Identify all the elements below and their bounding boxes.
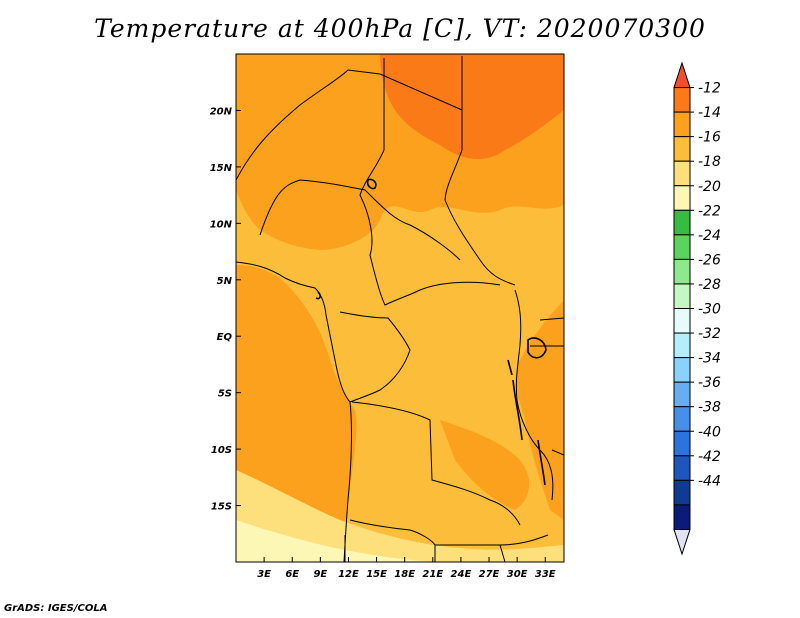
border-drc-angola: [351, 401, 521, 526]
colorbar-swatch: [673, 111, 691, 138]
border-namibia: [349, 519, 549, 546]
coastline-west-africa: [236, 261, 352, 562]
lake-victoria: [527, 337, 547, 359]
colorbar-label: -20: [698, 179, 721, 195]
colorbar-swatch: [673, 381, 691, 408]
field-southeast-warm: [440, 420, 530, 510]
map-title: Temperature at 400hPa [C], VT: 202007030…: [94, 14, 706, 43]
colorbar-swatch: [673, 430, 691, 457]
lon-tick-label: 12E: [338, 569, 359, 580]
colorbar-label: -12: [698, 81, 721, 97]
colorbar-label: -42: [698, 449, 721, 465]
colorbar-swatch: [673, 258, 691, 285]
field-northeast-hot: [380, 54, 564, 160]
colorbar-label: -22: [698, 203, 721, 219]
lon-tick-label: 27E: [479, 569, 500, 580]
footer-credit: GrADS: IGES/COLA: [4, 603, 108, 614]
colorbar-label: -44: [698, 473, 721, 489]
temperature-field: [236, 54, 564, 562]
colorbar-label: -40: [698, 424, 721, 440]
lon-tick-label: 9E: [313, 569, 327, 580]
field-south-cool: [236, 470, 564, 562]
colorbar-swatch: [673, 504, 691, 530]
colorbar-label: -30: [698, 302, 721, 318]
colorbar-swatch: [673, 528, 691, 556]
colorbar-label: -34: [698, 351, 721, 367]
lon-tick-label: 24E: [451, 569, 472, 580]
lon-tick-label: 30E: [507, 569, 528, 580]
lat-tick-label: 15N: [210, 163, 233, 174]
latitude-axis: 20N 15N 10N 5N EQ 5S 10S 15S: [210, 106, 241, 513]
lon-tick-label: 21E: [422, 569, 443, 580]
lon-tick-label: 3E: [257, 569, 271, 580]
lat-tick-label: 5N: [217, 276, 233, 287]
colorbar-label: -24: [698, 228, 721, 244]
lake-malawi: [537, 439, 546, 486]
border-east: [530, 317, 564, 456]
lon-tick-label: 18E: [394, 569, 415, 580]
lake-chad: [366, 178, 377, 190]
lake-kivu: [507, 359, 513, 376]
colorbar-swatch: [673, 479, 691, 506]
lon-tick-label: 6E: [285, 569, 299, 580]
colorbar-label: -28: [698, 277, 721, 293]
map-frame: [235, 53, 565, 563]
lakes: [315, 178, 547, 486]
lat-tick-label: 10N: [210, 219, 233, 230]
colorbar-swatch: [673, 209, 691, 236]
colorbar-swatch: [673, 357, 691, 383]
colorbar-swatch: [673, 406, 691, 432]
colorbar-swatch: [673, 87, 691, 113]
country-borders: [236, 56, 564, 562]
colorbar-label: -14: [698, 105, 721, 121]
colorbar-swatch: [673, 136, 691, 162]
colorbar-label: -36: [698, 375, 721, 391]
lat-tick-label: EQ: [217, 332, 233, 343]
colorbar-label: -26: [698, 252, 721, 268]
colorbar-swatch: [673, 308, 691, 334]
lon-tick-label: 33E: [535, 569, 556, 580]
colorbar-label: -32: [698, 326, 721, 342]
lat-tick-label: 10S: [211, 445, 232, 456]
lake-tanganyika: [512, 379, 523, 441]
lat-tick-label: 5S: [218, 389, 232, 400]
border-south: [344, 535, 506, 562]
field-southwest-cooler: [236, 520, 440, 562]
colorbar-swatch: [673, 61, 691, 89]
colorbar-label: -38: [698, 400, 721, 416]
lat-tick-label: 15S: [211, 502, 232, 513]
border-cameroon-car: [359, 58, 501, 306]
colorbar-swatch: [673, 332, 691, 359]
border-north: [236, 56, 463, 181]
lon-tick-label: 15E: [366, 569, 387, 580]
colorbar-swatch: [673, 455, 691, 481]
colorbar-swatch: [673, 160, 691, 187]
longitude-axis: 3E 6E 9E 12E 15E 18E 21E 24E 27E 30E 33E: [257, 557, 556, 580]
colorbar-swatch: [673, 234, 691, 260]
lat-tick-label: 20N: [210, 106, 233, 117]
colorbar-swatch: [673, 185, 691, 211]
border-sahel: [259, 179, 461, 261]
lake-volta: [315, 291, 321, 300]
border-chad-sudan: [444, 110, 516, 286]
colorbar-swatch: [673, 283, 691, 310]
field-east-warm: [515, 300, 564, 520]
border-great-lakes: [514, 289, 554, 501]
colorbar-label: -16: [698, 130, 721, 146]
colorbar-label: -18: [698, 154, 721, 170]
border-congo: [339, 311, 411, 403]
